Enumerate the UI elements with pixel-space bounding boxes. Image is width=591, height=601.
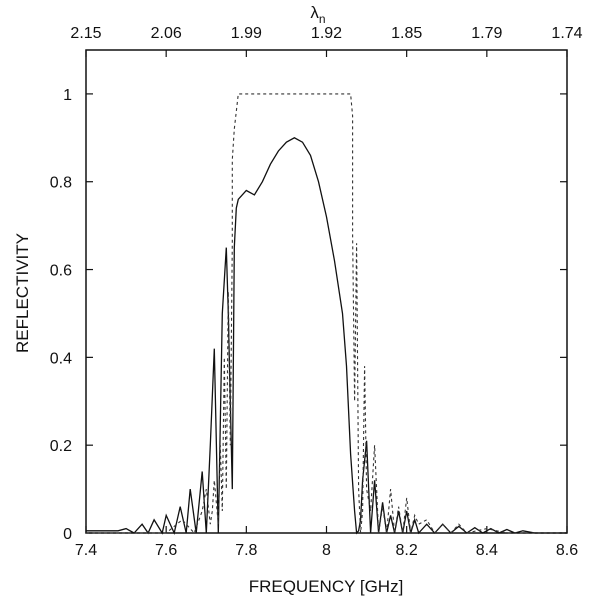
x-tick-label: 8 (322, 542, 331, 559)
solid-series-line (86, 137, 567, 536)
plot-frame (85, 49, 568, 534)
top-tick-label: 1.74 (551, 25, 582, 42)
top-axis-label: λn (310, 3, 325, 26)
y-axis-ticks: 0 0.2 0.4 0.6 0.8 1 (50, 87, 567, 543)
y-axis-label: REFLECTIVITY (13, 233, 32, 353)
x-tick-label: 7.8 (235, 542, 257, 559)
top-tick-label: 1.99 (231, 25, 262, 42)
y-tick-label: 1 (63, 87, 72, 104)
y-tick-label: 0.2 (50, 438, 72, 455)
x-tick-label: 8.2 (396, 542, 418, 559)
y-tick-label: 0.4 (50, 350, 72, 367)
x-tick-label: 7.4 (75, 542, 97, 559)
series-group (86, 93, 567, 536)
top-tick-label: 1.92 (311, 25, 342, 42)
y-tick-label: 0.6 (50, 263, 72, 280)
x-axis-label: FREQUENCY [GHz] (249, 577, 404, 596)
x-axis-ticks: 7.4 7.6 7.8 8 8.2 8.4 8.6 (75, 526, 578, 559)
x-tick-label: 7.6 (155, 542, 177, 559)
top-tick-label: 1.79 (471, 25, 502, 42)
y-tick-label: 0.8 (50, 175, 72, 192)
top-axis-label-subscript: n (319, 12, 326, 26)
dotted-series-line (86, 93, 567, 535)
x-tick-label: 8.4 (476, 542, 498, 559)
top-axis-ticks: 2.15 2.06 1.99 1.92 1.85 1.79 1.74 (70, 25, 583, 57)
top-tick-label: 2.06 (151, 25, 182, 42)
top-tick-label: 2.15 (70, 25, 101, 42)
x-tick-label: 8.6 (556, 542, 578, 559)
y-tick-label: 0 (63, 526, 72, 543)
top-tick-label: 1.85 (391, 25, 422, 42)
